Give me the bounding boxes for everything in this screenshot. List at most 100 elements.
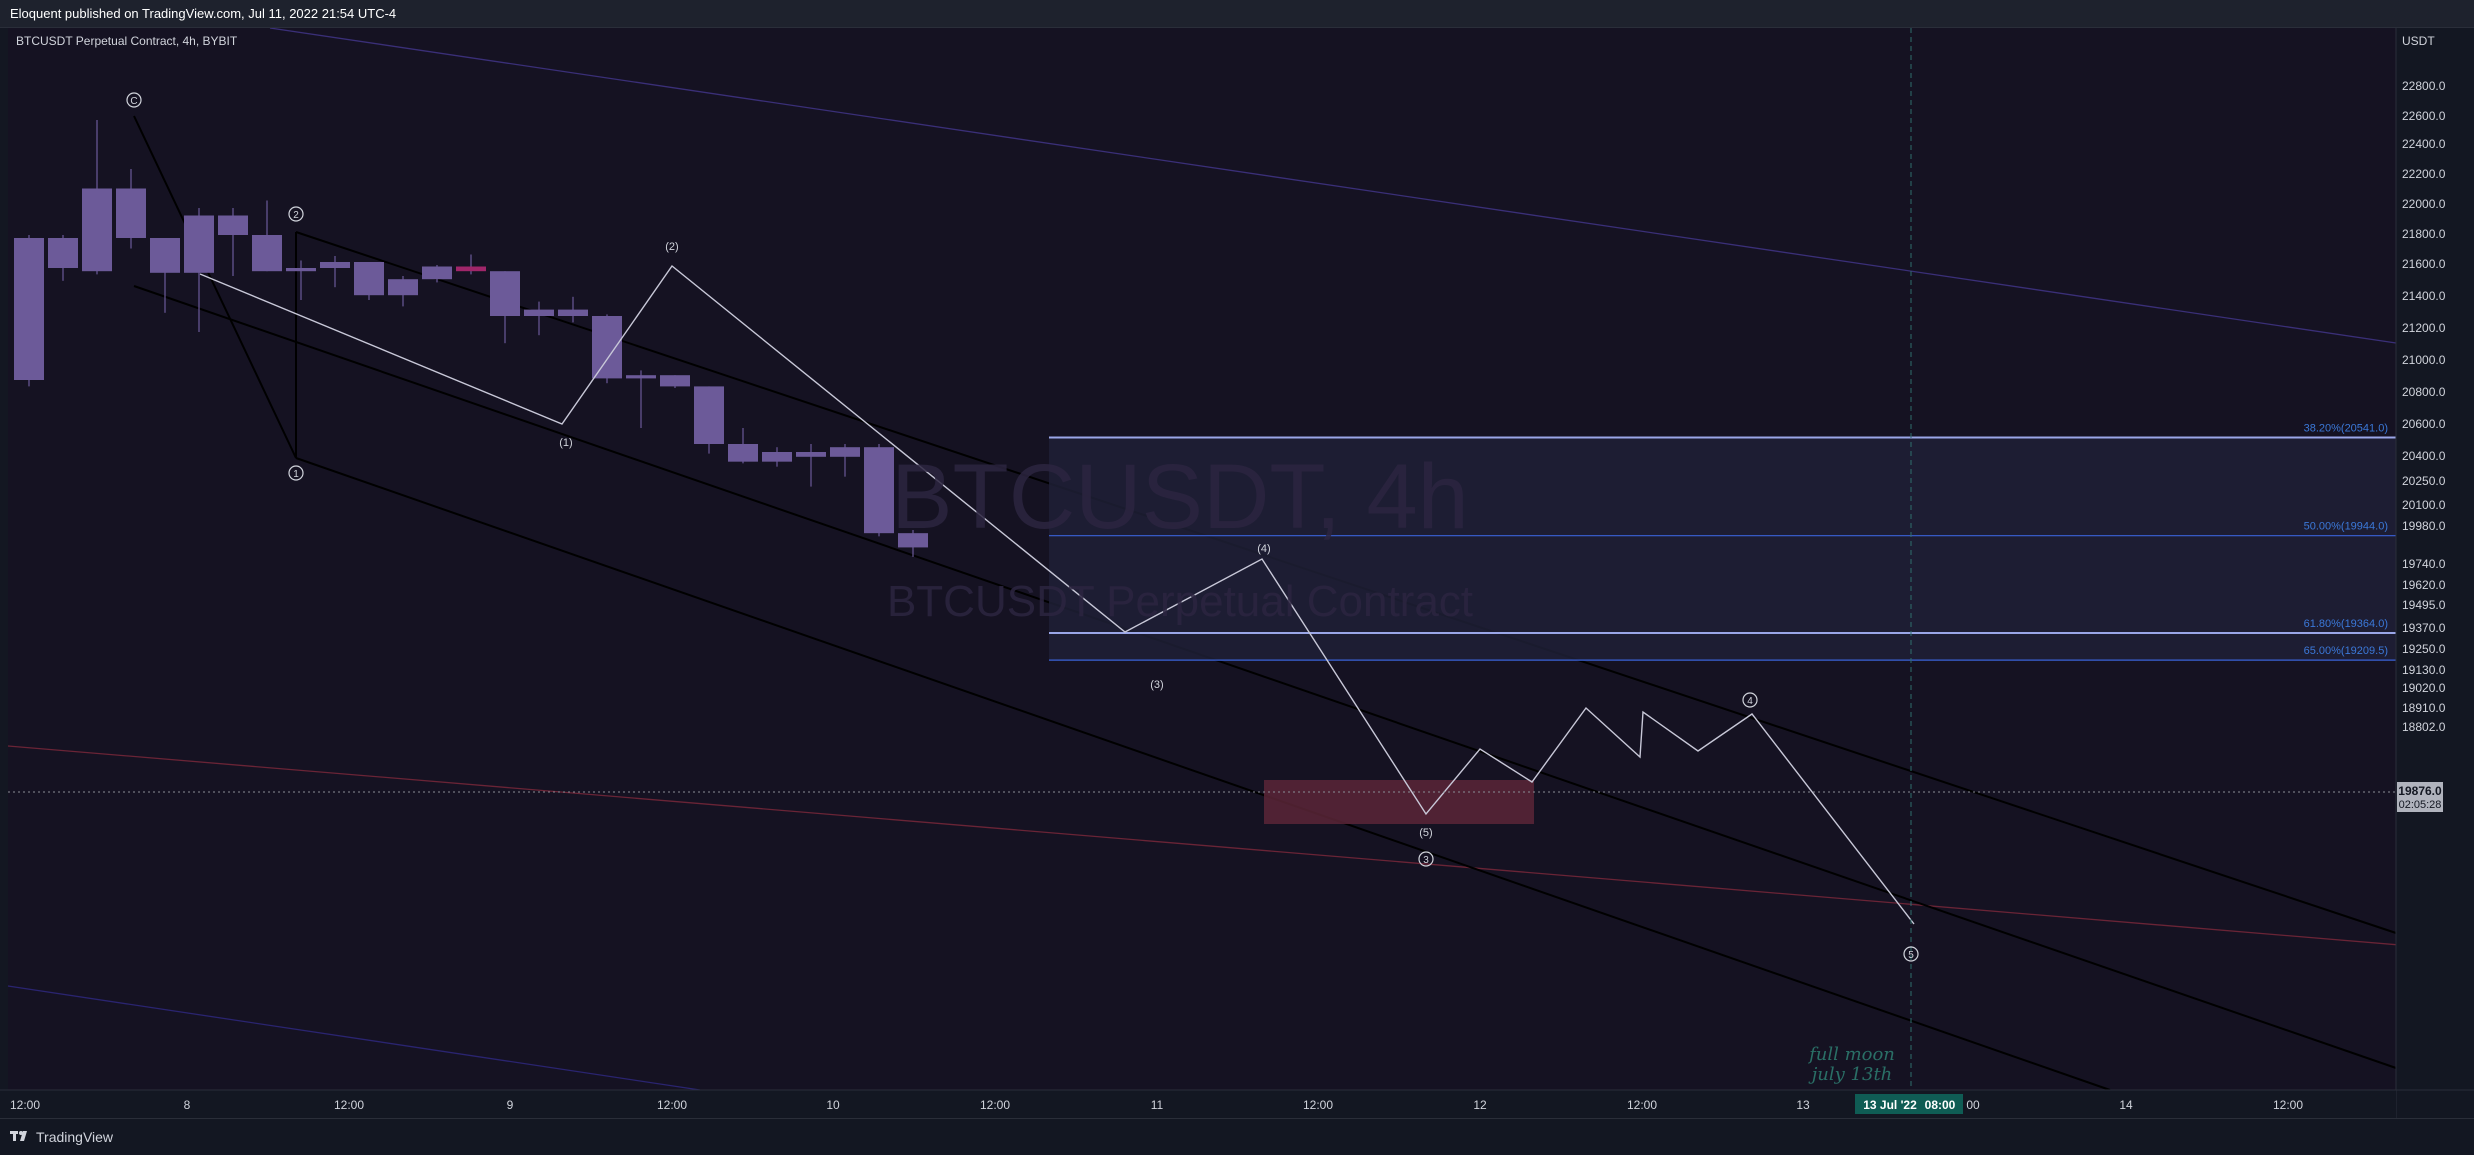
wave-label-4-text: 4 — [1747, 696, 1753, 707]
price-tick-label: 22200.0 — [2402, 167, 2446, 181]
candles — [14, 120, 928, 557]
price-tick-label: 19495.0 — [2402, 598, 2446, 612]
time-tick-label: 12:00 — [980, 1098, 1010, 1112]
wave-label-5: 5 — [1903, 946, 1919, 962]
wave-label-5-text: 5 — [1908, 950, 1914, 961]
tradingview-logo[interactable]: TradingView — [10, 1129, 113, 1145]
candle-body — [490, 271, 520, 316]
wave-label-paren-2: (2) — [665, 241, 678, 253]
price-axis[interactable] — [2396, 28, 2474, 1090]
candle-body — [558, 309, 588, 316]
candle-body — [252, 235, 282, 272]
time-tick-label: 10 — [826, 1098, 840, 1112]
price-tick-label: 22800.0 — [2402, 79, 2446, 93]
last-price-value: 19876.0 — [2398, 784, 2442, 798]
candle-body — [286, 268, 316, 272]
time-axis-ticks: 12:00 8 12:00 9 12:00 10 12:00 11 12:00 12 12:00 13… — [10, 1098, 2303, 1112]
price-tick-label: 21000.0 — [2402, 353, 2446, 367]
upper-purple-trendline — [269, 28, 2397, 344]
wave-label-2: 2 — [288, 206, 304, 222]
last-price-badge: 19876.0 02:05:28 — [2397, 782, 2443, 812]
channel-line-b — [133, 285, 2397, 1069]
published-by-bar: Eloquent published on TradingView.com, J… — [0, 0, 2474, 28]
wave-label-paren-5: (5) — [1419, 827, 1432, 839]
candle-body — [728, 444, 758, 462]
price-tick-label: 19740.0 — [2402, 557, 2446, 571]
watermark-name: BTCUSDT Perpetual Contract — [887, 577, 1473, 626]
footer-bar: TradingView — [0, 1118, 2474, 1155]
wave-label-3-text: 3 — [1423, 855, 1429, 866]
wave-label-3: 3 — [1418, 851, 1434, 867]
candle-body — [184, 215, 214, 273]
time-tick-label: 12:00 — [1303, 1098, 1333, 1112]
price-axis-unit: USDT — [2402, 34, 2435, 48]
wave-label-2-text: 2 — [293, 210, 299, 221]
time-tick-label: 9 — [507, 1098, 514, 1112]
candle-body — [116, 188, 146, 238]
wave-label-1-text: 1 — [293, 469, 299, 480]
published-by-text: Eloquent published on TradingView.com, J… — [10, 6, 397, 21]
fib-level-label: 50.00%(19944.0) — [2304, 521, 2388, 533]
tradingview-brand-text: TradingView — [36, 1129, 114, 1145]
price-tick-label: 19620.0 — [2402, 578, 2446, 592]
watermark-symbol: BTCUSDT, 4h — [891, 446, 1469, 548]
wave-label-paren-1: (1) — [559, 437, 572, 449]
price-tick-label: 18802.0 — [2402, 720, 2446, 734]
candle-body — [82, 188, 112, 272]
candle-body — [830, 447, 860, 457]
price-tick-label: 20100.0 — [2402, 498, 2446, 512]
channel-line-c — [295, 457, 2111, 1091]
candle-body — [422, 266, 452, 280]
time-tick-label: 13 — [1796, 1098, 1810, 1112]
candle-body — [524, 309, 554, 316]
annotation-line-1: full moon — [1807, 1044, 1895, 1065]
price-tick-label: 19130.0 — [2402, 663, 2446, 677]
tradingview-logo-icon — [10, 1131, 27, 1141]
price-tick-label: 19370.0 — [2402, 621, 2446, 635]
candle-body — [796, 452, 826, 457]
fib-level-label: 65.00%(19209.5) — [2304, 645, 2388, 657]
candle-body — [660, 375, 690, 387]
wave-label-paren-4: (4) — [1257, 543, 1270, 555]
time-tick-label: 12:00 — [10, 1098, 40, 1112]
candle-body — [456, 266, 486, 272]
last-price-countdown: 02:05:28 — [2399, 799, 2442, 811]
candle-body — [626, 375, 656, 379]
candle-body — [354, 262, 384, 296]
price-tick-label: 19020.0 — [2402, 681, 2446, 695]
lower-purple-trendline — [7, 985, 701, 1091]
price-tick-label: 19250.0 — [2402, 642, 2446, 656]
time-tick-label: 12:00 — [1627, 1098, 1657, 1112]
wave-label-c: C — [126, 92, 142, 108]
price-tick-label: 21600.0 — [2402, 257, 2446, 271]
time-axis[interactable] — [0, 1090, 2396, 1118]
wave-projection-path — [199, 264, 1915, 925]
price-chart[interactable]: 38.20%(20541.0) 50.00%(19944.0) 61.80%(193… — [0, 28, 2474, 1118]
wave-label-c-text: C — [130, 96, 137, 107]
price-tick-label: 20400.0 — [2402, 449, 2446, 463]
wave-labels: C 2 1 3 4 5 (1) (2) (3) (4) (5) — [126, 92, 1919, 962]
time-tick-label: 00 — [1966, 1098, 1980, 1112]
candle-body — [864, 447, 894, 534]
time-tick-label: 8 — [184, 1098, 191, 1112]
time-tick-label: 12:00 — [334, 1098, 364, 1112]
candle-body — [762, 452, 792, 462]
crosshair-date: 13 Jul '22 — [1863, 1098, 1917, 1112]
price-tick-label: 22600.0 — [2402, 109, 2446, 123]
candle-body — [218, 215, 248, 235]
candle-body — [694, 386, 724, 444]
candle-body — [14, 238, 44, 380]
chart-title: BTCUSDT Perpetual Contract, 4h, BYBIT — [16, 34, 238, 48]
red-zone-box — [1264, 780, 1534, 824]
candle-body — [48, 238, 78, 268]
wave-label-1: 1 — [288, 465, 304, 481]
candle-body — [150, 238, 180, 273]
fib-level-label: 61.80%(19364.0) — [2304, 618, 2388, 630]
candle-body — [592, 316, 622, 379]
candle-body — [388, 279, 418, 296]
time-tick-label: 12 — [1473, 1098, 1487, 1112]
time-tick-label: 12:00 — [2273, 1098, 2303, 1112]
fibonacci-zone: 38.20%(20541.0) 50.00%(19944.0) 61.80%(193… — [1049, 422, 2396, 661]
price-tick-label: 20800.0 — [2402, 385, 2446, 399]
price-tick-label: 20250.0 — [2402, 474, 2446, 488]
